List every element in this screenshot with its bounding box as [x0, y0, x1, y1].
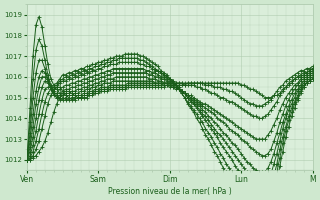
X-axis label: Pression niveau de la mer( hPa ): Pression niveau de la mer( hPa ): [108, 187, 232, 196]
